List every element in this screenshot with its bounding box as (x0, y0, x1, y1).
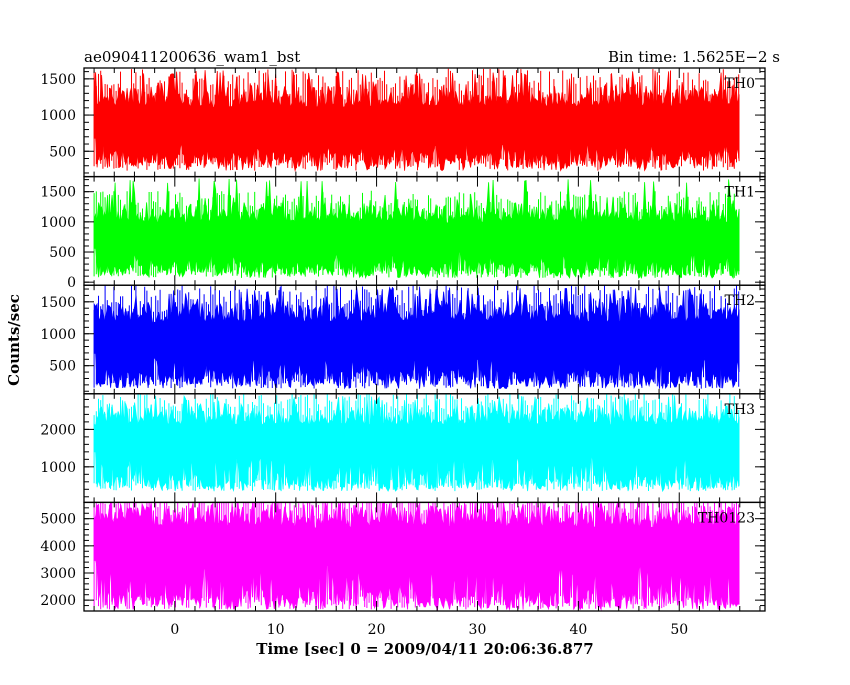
series-spikes-th2 (93, 285, 740, 389)
y-tick-label: 1500 (40, 72, 76, 88)
series-spikes-th1 (93, 190, 740, 278)
chart-title-left: ae090411200636_wam1_bst (84, 48, 300, 66)
x-tick-label: 50 (670, 622, 688, 638)
data-layer (93, 68, 740, 612)
series-spikes-th0 (93, 68, 740, 171)
x-axis-label: Time [sec] 0 = 2009/04/11 20:06:36.877 (256, 640, 593, 658)
panel-label-th0123: TH0123 (698, 510, 755, 526)
y-tick-label: 1500 (40, 185, 76, 201)
panel-label-th1: TH1 (725, 185, 755, 201)
text-layer: ae090411200636_wam1_bst Bin time: 1.5625… (5, 48, 780, 658)
y-tick-label: 1000 (40, 327, 76, 343)
y-tick-label: 2000 (40, 593, 76, 609)
series-spikes-th0123 (93, 502, 740, 610)
frame-layer (83, 67, 766, 612)
y-tick-label: 1500 (40, 295, 76, 311)
y-axis-label: Counts/sec (5, 294, 23, 386)
y-tick-label: 0 (67, 275, 76, 291)
y-tick-label: 3000 (40, 566, 76, 582)
series-spikes-th3 (93, 393, 740, 492)
x-tick-label: 20 (368, 622, 386, 638)
x-tick-label: 0 (170, 622, 179, 638)
panel-label-th3: TH3 (725, 402, 755, 418)
y-tick-label: 2000 (40, 422, 76, 438)
chart-title-right: Bin time: 1.5625E−2 s (608, 48, 780, 66)
y-tick-label: 4000 (40, 539, 76, 555)
panel-label-th2: TH2 (725, 293, 755, 309)
y-tick-label: 500 (49, 245, 76, 261)
y-tick-label: 500 (49, 359, 76, 375)
x-tick-label: 10 (267, 622, 285, 638)
y-tick-label: 500 (49, 144, 76, 160)
y-tick-label: 1000 (40, 460, 76, 476)
x-tick-label: 30 (469, 622, 487, 638)
y-tick-label: 5000 (40, 512, 76, 528)
panel-label-th0: TH0 (725, 76, 755, 92)
x-tick-label: 40 (569, 622, 587, 638)
y-tick-label: 1000 (40, 215, 76, 231)
y-tick-label: 1000 (40, 108, 76, 124)
